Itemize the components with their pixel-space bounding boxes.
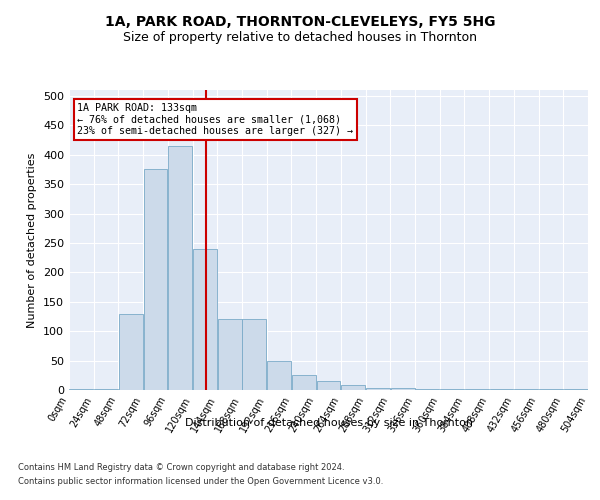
Y-axis label: Number of detached properties: Number of detached properties — [28, 152, 37, 328]
Bar — [391, 388, 415, 390]
Bar — [267, 360, 291, 390]
Bar — [366, 388, 390, 390]
Bar — [218, 320, 242, 390]
Bar — [119, 314, 143, 390]
Text: Contains HM Land Registry data © Crown copyright and database right 2024.: Contains HM Land Registry data © Crown c… — [18, 463, 344, 472]
Text: Size of property relative to detached houses in Thornton: Size of property relative to detached ho… — [123, 31, 477, 44]
Text: Distribution of detached houses by size in Thornton: Distribution of detached houses by size … — [185, 418, 473, 428]
Bar — [317, 381, 340, 390]
Bar — [440, 389, 464, 390]
Text: 1A PARK ROAD: 133sqm
← 76% of detached houses are smaller (1,068)
23% of semi-de: 1A PARK ROAD: 133sqm ← 76% of detached h… — [77, 103, 353, 136]
Bar — [415, 389, 439, 390]
Bar — [168, 146, 192, 390]
Text: 1A, PARK ROAD, THORNTON-CLEVELEYS, FY5 5HG: 1A, PARK ROAD, THORNTON-CLEVELEYS, FY5 5… — [105, 16, 495, 30]
Bar — [94, 389, 118, 390]
Bar — [70, 389, 94, 390]
Bar — [193, 249, 217, 390]
Bar — [563, 389, 587, 390]
Bar — [143, 170, 167, 390]
Bar — [292, 376, 316, 390]
Bar — [341, 386, 365, 390]
Text: Contains public sector information licensed under the Open Government Licence v3: Contains public sector information licen… — [18, 476, 383, 486]
Bar — [242, 320, 266, 390]
